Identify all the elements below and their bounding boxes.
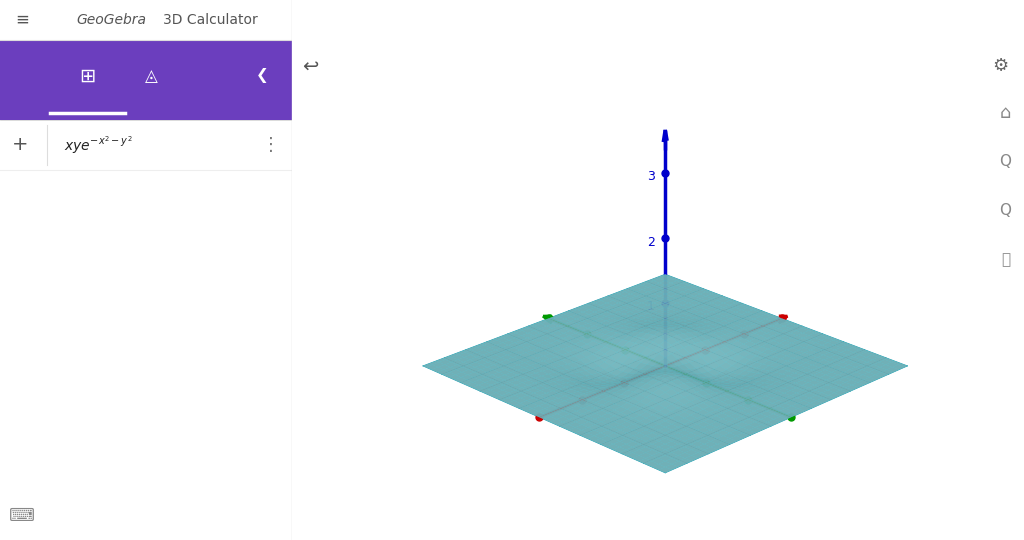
- Text: ⋮: ⋮: [262, 136, 281, 154]
- Text: ⚙: ⚙: [992, 57, 1009, 75]
- Text: $xye^{-x^2-y^2}$: $xye^{-x^2-y^2}$: [65, 134, 133, 156]
- Bar: [0, 0, 292, 40]
- Text: 3D Calculator: 3D Calculator: [163, 13, 257, 27]
- Text: +: +: [12, 136, 29, 154]
- Text: ⊞: ⊞: [80, 66, 95, 85]
- Text: Q: Q: [999, 203, 1012, 218]
- Text: ↩: ↩: [302, 56, 318, 76]
- Text: ≡: ≡: [15, 11, 29, 29]
- Text: ⤡: ⤡: [1001, 252, 1010, 267]
- Text: ◬: ◬: [145, 67, 158, 85]
- Text: ⌨: ⌨: [9, 507, 35, 525]
- Text: ❮: ❮: [256, 69, 269, 83]
- Bar: [0, 40, 292, 120]
- Text: ⌂: ⌂: [999, 104, 1012, 123]
- Text: GeoGebra: GeoGebra: [76, 13, 145, 27]
- Bar: [0, 120, 292, 170]
- Text: Q: Q: [999, 154, 1012, 170]
